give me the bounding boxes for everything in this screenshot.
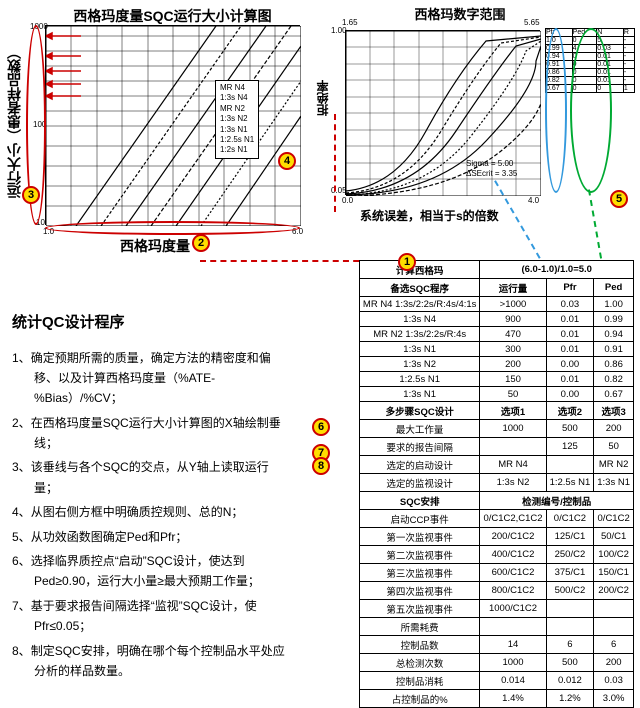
ann-delta: ΔSEcrit = 3.35	[466, 169, 518, 178]
left-chart-area	[45, 25, 300, 225]
ch1: 运行量	[480, 279, 546, 297]
right-chart-svg: Sigma = 5.00 ΔSEcrit = 3.35	[346, 31, 541, 196]
lg0: MR N4	[220, 83, 254, 93]
red-dash-v	[334, 114, 336, 212]
step-2: 2、在西格玛度量SQC运行大小计算图的X轴绘制垂线；	[12, 413, 292, 454]
rx-00: 0.0	[342, 196, 353, 205]
right-chart-title: 西格玛数字范围	[370, 4, 550, 23]
step-6: 6、选择临界质控点“启动”SQC设计，使达到Ped≥0.90，运行大小量≥最大预…	[12, 551, 292, 592]
s2h0: 多步骤SQC设计	[359, 402, 480, 420]
green-oval	[570, 28, 612, 193]
lg4: 1:3s N1	[220, 125, 254, 135]
marker-6: 6	[312, 418, 330, 436]
marker-5: 5	[610, 190, 628, 208]
s2h3: 选项3	[594, 402, 634, 420]
lg2: MR N2	[220, 104, 254, 114]
lg5: 1:2.5s N1	[220, 135, 254, 145]
green-dash	[588, 189, 602, 258]
s2h1: 选项1	[480, 402, 546, 420]
marker-1: 1	[398, 253, 416, 271]
left-chart-svg	[46, 26, 301, 226]
ch3: Ped	[594, 279, 634, 297]
steps-block: 统计QC设计程序 1、确定预期所需的质量，确定方法的精密度和偏移、以及计算西格玛…	[12, 310, 292, 685]
marker-2: 2	[192, 234, 210, 252]
ry-10: 1.00	[331, 26, 347, 35]
rt-165: 1.65	[342, 18, 358, 27]
s3h0: SQC安排	[359, 492, 480, 510]
right-y-label: 拒绝率	[314, 80, 331, 116]
red-oval-x	[45, 221, 300, 235]
marker-4: 4	[278, 152, 296, 170]
marker-8: 8	[312, 457, 330, 475]
lg3: 1:3s N2	[220, 114, 254, 124]
s3h1: 检测编号/控制品	[480, 492, 634, 510]
steps-title: 统计QC设计程序	[12, 310, 292, 336]
rt-565: 5.65	[524, 18, 540, 27]
blue-oval	[545, 28, 567, 193]
lg6: 1:2s N1	[220, 145, 254, 155]
step-7: 7、基于要求报告间隔选择“监视”SQC设计，使Pfr≤0.05；	[12, 596, 292, 637]
th-sigma: 计算西格玛	[359, 261, 480, 279]
right-x-label: 系统误差，相当于s的倍数	[360, 207, 499, 224]
step-4: 4、从图右侧方框中明确质控规则、总的N；	[12, 502, 292, 522]
step-5: 5、从功效函数图确定Ped和Pfr；	[12, 527, 292, 547]
data-table: 计算西格玛(6.0-1.0)/1.0=5.0 备选SQC程序运行量PfrPed …	[359, 260, 634, 708]
left-chart-title: 西格玛度量SQC运行大小计算图	[45, 6, 300, 26]
step-8: 8、制定SQC安排，明确在哪个每个控制品水平处应分析的样品数量。	[12, 641, 292, 682]
lg1: 1:3s N4	[220, 93, 254, 103]
step-1: 1、确定预期所需的质量，确定方法的精密度和偏移、以及计算西格玛度量（%ATE-%…	[12, 348, 292, 409]
ann-sigma: Sigma = 5.00	[466, 159, 514, 168]
marker-3: 3	[22, 186, 40, 204]
ch2: Pfr	[546, 279, 594, 297]
th-formula: (6.0-1.0)/1.0=5.0	[480, 261, 634, 279]
step-3: 3、该垂线与各个SQC的交点，从Y轴上读取运行量；	[12, 457, 292, 498]
left-legend: MR N4 1:3s N4 MR N2 1:3s N2 1:3s N1 1:2.…	[215, 80, 259, 159]
ch0: 备选SQC程序	[359, 279, 480, 297]
rx-40: 4.0	[528, 196, 539, 205]
right-chart-area: Sigma = 5.00 ΔSEcrit = 3.35	[345, 30, 540, 195]
left-x-label: 西格玛度量	[120, 236, 190, 256]
s2h2: 选项2	[546, 402, 594, 420]
left-y-label: 运行大小（患者样品数）	[4, 45, 24, 199]
